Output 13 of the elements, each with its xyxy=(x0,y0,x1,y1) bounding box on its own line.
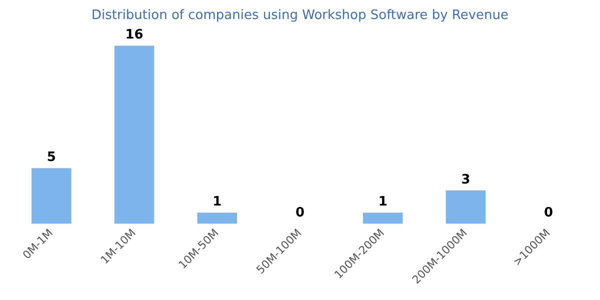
data-label: 1 xyxy=(378,194,388,210)
data-label: 0 xyxy=(295,206,305,221)
bar xyxy=(362,212,403,224)
data-label: 16 xyxy=(125,27,144,42)
data-label: 0 xyxy=(544,206,554,221)
bar xyxy=(114,46,154,224)
bar xyxy=(32,168,72,224)
bar xyxy=(197,212,238,224)
data-label: 3 xyxy=(461,172,470,188)
data-label: 5 xyxy=(46,150,56,165)
bar xyxy=(446,190,486,224)
chart-title: Distribution of companies using Workshop Software by Revenue xyxy=(91,8,509,24)
data-label: 1 xyxy=(212,194,222,210)
